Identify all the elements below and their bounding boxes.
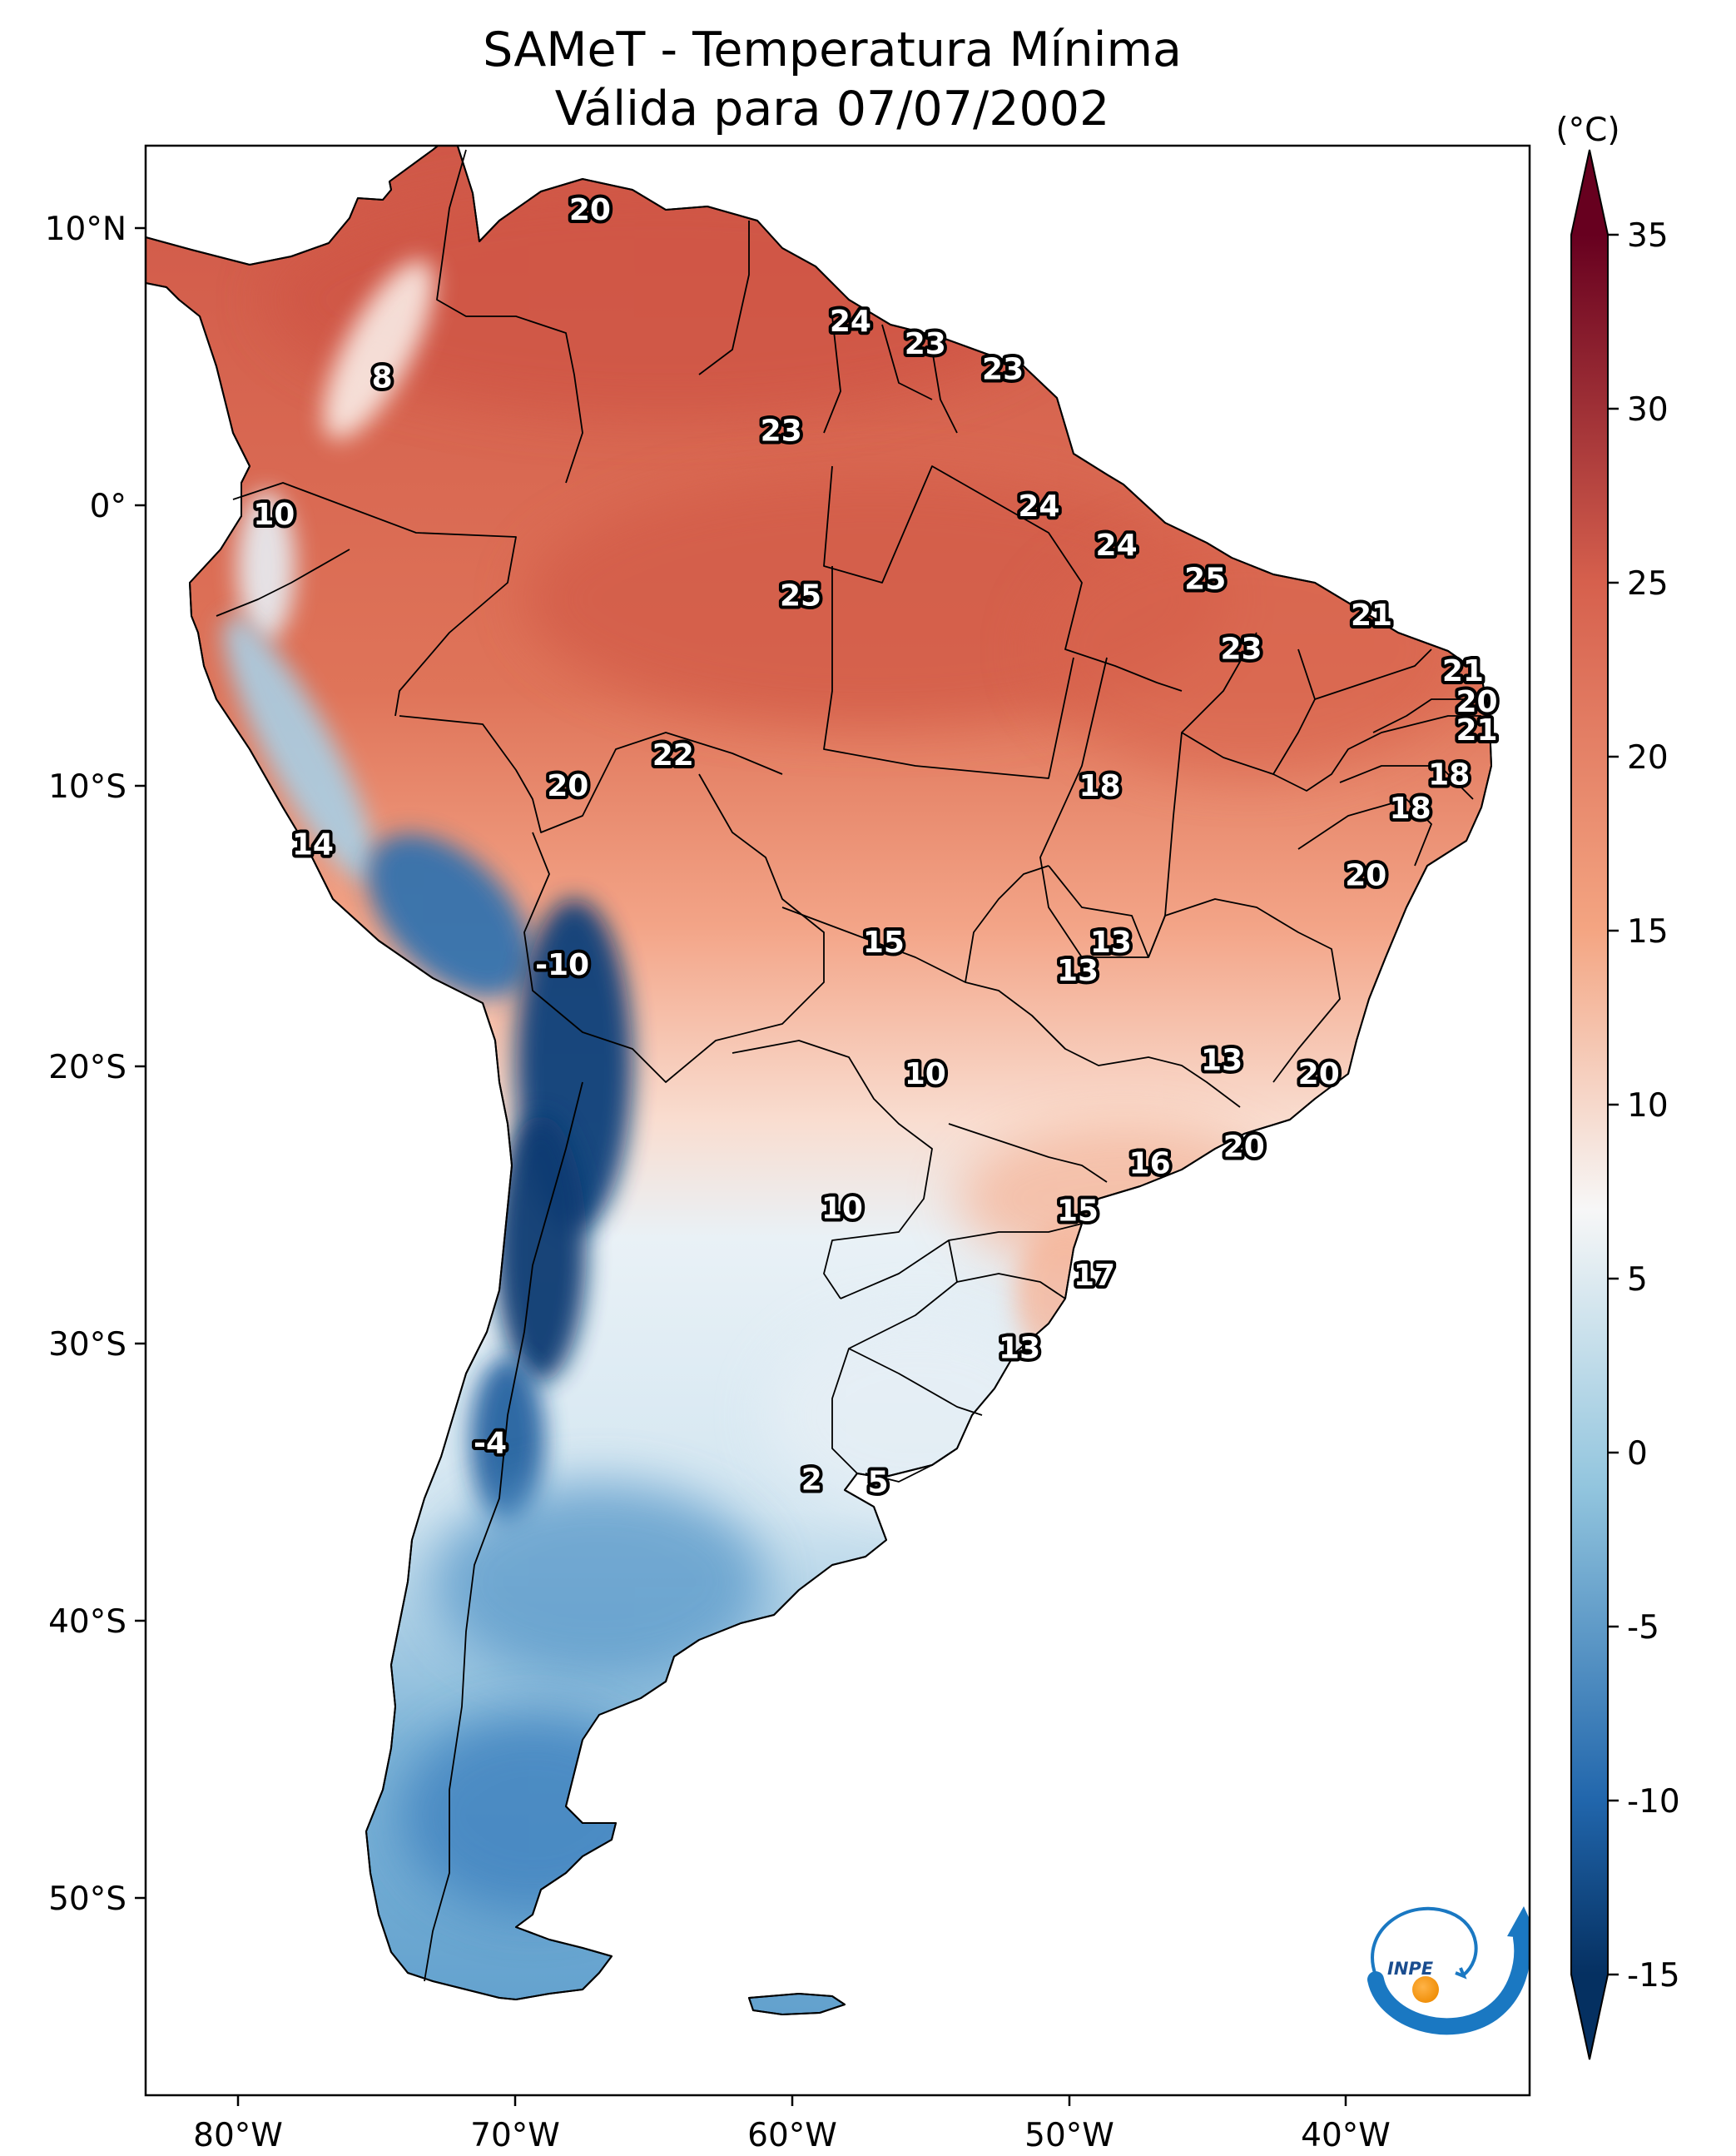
contour-label: 21 xyxy=(1442,654,1484,688)
y-tick-label: 10°S xyxy=(48,768,126,806)
contour-label: 20 xyxy=(1345,859,1386,893)
contour-label: 14 xyxy=(292,828,334,862)
x-tick-label: 70°W xyxy=(470,2117,560,2153)
contour-label: 10 xyxy=(905,1057,946,1091)
x-tick-label: 60°W xyxy=(747,2117,837,2153)
contour-label: 23 xyxy=(982,352,1024,386)
colorbar-tick-label: 10 xyxy=(1627,1087,1669,1125)
colorbar-tick-label: -5 xyxy=(1627,1609,1659,1647)
contour-label: 18 xyxy=(1390,792,1431,826)
country-borders xyxy=(216,149,1481,1982)
contour-label: 17 xyxy=(1074,1259,1115,1293)
colorbar-tick-label: -15 xyxy=(1627,1957,1680,1995)
contour-label: 18 xyxy=(1079,769,1121,803)
contour-label: 20 xyxy=(1223,1130,1265,1164)
colorbar-tick-label: 20 xyxy=(1627,739,1669,777)
contour-label: -4 xyxy=(474,1427,507,1461)
contour-label: 10 xyxy=(253,498,295,532)
y-tick-label: 50°S xyxy=(48,1880,126,1918)
contour-label: 13 xyxy=(1057,954,1099,988)
colorbar-tick-label: 15 xyxy=(1627,913,1669,951)
contour-label: 8 xyxy=(372,360,393,395)
contour-label: 21 xyxy=(1351,599,1392,633)
contour-label: 15 xyxy=(863,926,905,960)
map-title-line2: Válida para 07/07/2002 xyxy=(555,82,1110,137)
colorbar-tick-label: -10 xyxy=(1627,1783,1680,1821)
y-tick-label: 10°N xyxy=(45,211,126,248)
y-tick-label: 40°S xyxy=(48,1603,126,1641)
contour-label: 13 xyxy=(1090,926,1132,960)
contour-label: 13 xyxy=(999,1331,1040,1365)
colorbar-unit: (°C) xyxy=(1555,112,1619,149)
colorbar-min-triangle xyxy=(1571,1975,1608,2059)
contour-label: 5 xyxy=(868,1466,889,1500)
colorbar-bar xyxy=(1571,235,1608,1975)
x-tick-label: 40°W xyxy=(1301,2117,1391,2153)
colorbar-max-triangle xyxy=(1571,150,1608,235)
contour-label: 18 xyxy=(1428,758,1470,792)
map-title-line1: SAMeT - Temperatura Mínima xyxy=(483,22,1182,77)
colorbar-tick-label: 30 xyxy=(1627,391,1669,429)
inpe-logo-text: INPE xyxy=(1387,1959,1434,1979)
colorbar: (°C) 35 30 25 20 15 10 5 0 -5 -10 -15 xyxy=(1555,112,1680,2060)
contour-label: -10 xyxy=(535,948,589,982)
contour-label: 10 xyxy=(821,1191,863,1225)
contour-label: 25 xyxy=(1184,562,1226,596)
contour-label: 23 xyxy=(1220,632,1262,666)
contour-label: 20 xyxy=(1298,1057,1340,1091)
contour-label: 20 xyxy=(569,193,611,227)
colorbar-tick-label: 25 xyxy=(1627,565,1669,603)
inpe-logo: INPE xyxy=(1367,1906,1530,2035)
contour-label: 25 xyxy=(780,579,821,614)
contour-label: 22 xyxy=(652,738,694,772)
contour-label: 20 xyxy=(547,769,588,803)
contour-label: 13 xyxy=(1201,1043,1242,1077)
x-tick-label: 50°W xyxy=(1024,2117,1114,2153)
contour-label: 24 xyxy=(1096,529,1138,563)
colorbar-tick-label: 5 xyxy=(1627,1261,1648,1299)
colorbar-tick-label: 0 xyxy=(1627,1435,1648,1473)
contour-label: 2 xyxy=(801,1463,822,1497)
x-tick-marks xyxy=(236,2095,1347,2106)
y-tick-label: 0° xyxy=(90,488,126,525)
colorbar-ticks: 35 30 25 20 15 10 5 0 -5 -10 -15 xyxy=(1608,217,1680,1995)
x-tick-label: 80°W xyxy=(193,2117,283,2153)
y-tick-marks xyxy=(135,226,146,1900)
y-tick-label: 20°S xyxy=(48,1049,126,1086)
contour-label: 21 xyxy=(1456,713,1497,748)
plot-frame xyxy=(144,144,1531,2097)
contour-label: 24 xyxy=(830,305,871,339)
contour-label: 24 xyxy=(1018,489,1059,524)
x-tick-labels: 80°W 70°W 60°W 50°W 40°W xyxy=(193,2117,1391,2154)
contour-label: 15 xyxy=(1057,1195,1099,1229)
contour-label: 16 xyxy=(1129,1147,1171,1181)
colorbar-tick-label: 35 xyxy=(1627,217,1669,255)
contour-label: 23 xyxy=(905,327,946,361)
y-tick-label: 30°S xyxy=(48,1326,126,1364)
y-tick-labels: 10°N 0° 10°S 20°S 30°S 40°S 50°S xyxy=(45,211,126,1918)
contour-label: 23 xyxy=(761,414,802,448)
contour-label: 20 xyxy=(1456,685,1497,719)
